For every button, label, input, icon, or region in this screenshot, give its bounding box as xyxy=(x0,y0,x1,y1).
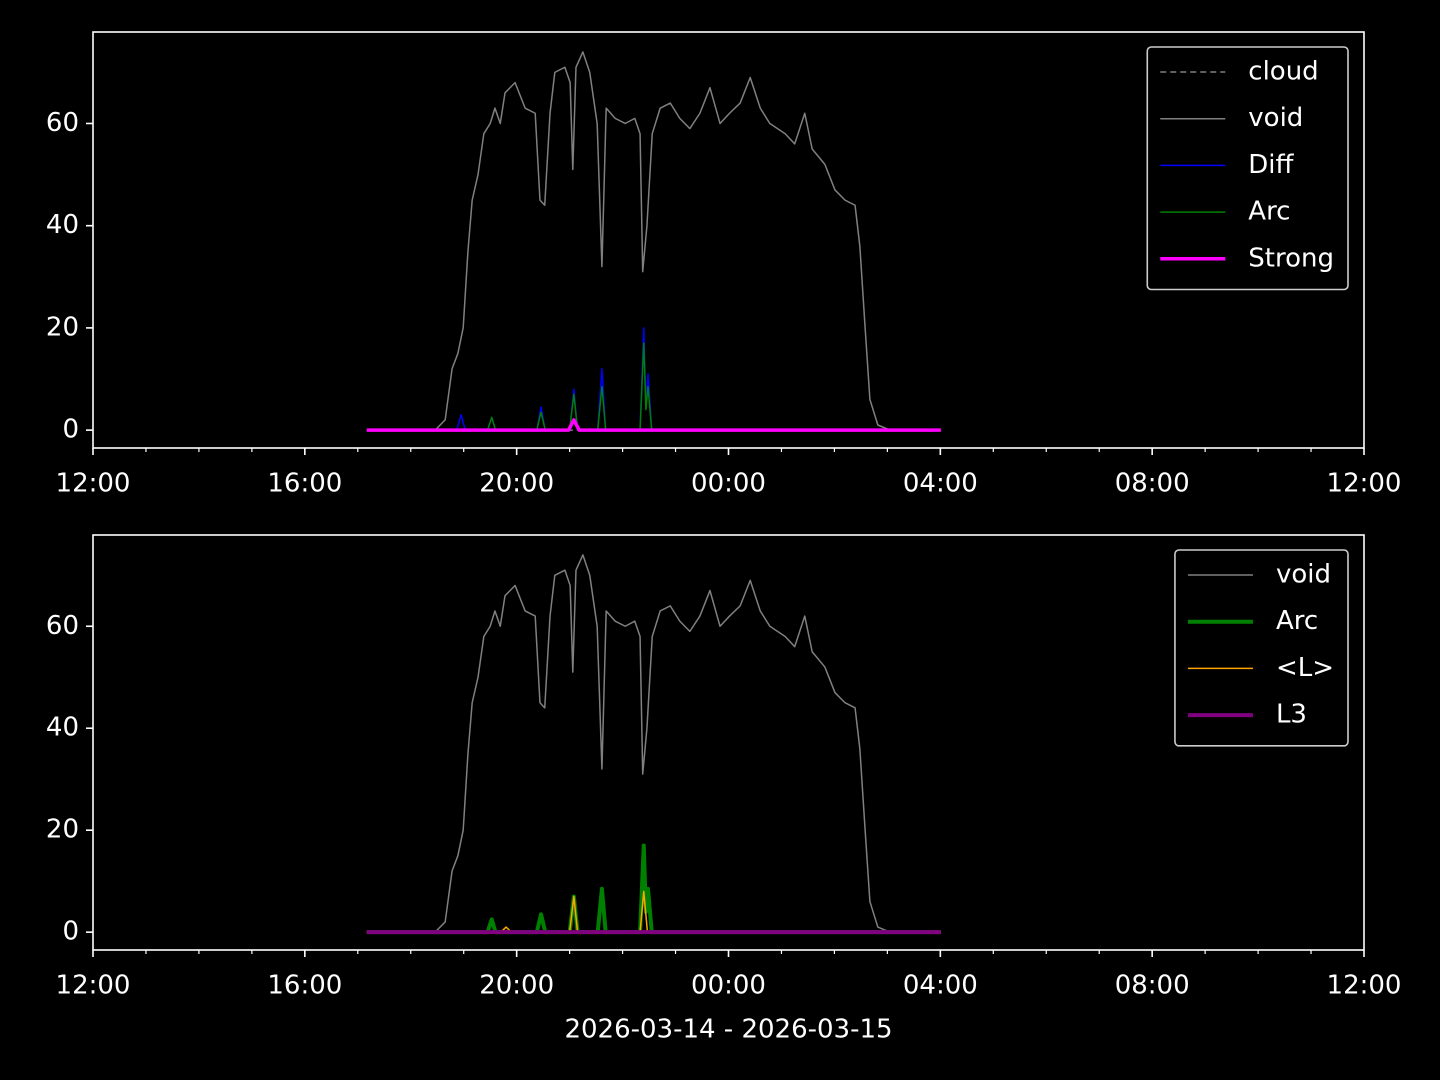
legend-label: <L> xyxy=(1276,653,1334,683)
x-tick-label: 00:00 xyxy=(691,469,766,499)
x-tick-label: 08:00 xyxy=(1115,469,1190,499)
legend-label: cloud xyxy=(1248,57,1318,87)
legend-label: Diff xyxy=(1248,150,1294,180)
x-tick-label: 16:00 xyxy=(267,469,342,499)
x-tick-label: 12:00 xyxy=(1327,971,1402,1001)
series-line xyxy=(366,51,941,431)
y-tick-label: 20 xyxy=(46,815,79,845)
series-line xyxy=(366,342,941,431)
legend: cloud void Diff Arc Strong xyxy=(1146,46,1349,291)
x-tick-label: 08:00 xyxy=(1115,971,1190,1001)
subplot: 0 20 40 60 12:00 16:00 20:00 00:00 04:00 08:00 12:… xyxy=(46,31,1402,499)
legend: void Arc <L> L3 xyxy=(1174,549,1349,747)
x-tick-label: 20:00 xyxy=(479,469,554,499)
legend-label: L3 xyxy=(1276,700,1307,730)
legend-label: void xyxy=(1276,560,1331,590)
series-line xyxy=(366,843,941,935)
legend-label: Arc xyxy=(1248,197,1290,227)
axes-frame xyxy=(92,534,1365,951)
x-axis-label: 2026-03-14 - 2026-03-15 xyxy=(564,1015,892,1045)
x-tick-label: 12:00 xyxy=(56,971,131,1001)
series-line xyxy=(366,890,941,933)
series-line xyxy=(366,554,941,933)
legend-label: Arc xyxy=(1276,606,1318,636)
x-tick-label: 04:00 xyxy=(903,469,978,499)
y-tick-label: 60 xyxy=(46,611,79,641)
y-tick-label: 40 xyxy=(46,713,79,743)
legend-label: void xyxy=(1248,103,1303,133)
series-line xyxy=(366,327,941,431)
legend-box xyxy=(1174,549,1349,747)
subplot: 0 20 40 60 12:00 16:00 20:00 00:00 04:00 08:00 12:… xyxy=(46,534,1402,1045)
y-tick-label: 60 xyxy=(46,108,79,138)
legend-label: Strong xyxy=(1248,243,1334,273)
legend-box xyxy=(1146,46,1349,291)
x-tick-label: 16:00 xyxy=(267,971,342,1001)
y-tick-label: 0 xyxy=(62,415,79,445)
y-tick-label: 20 xyxy=(46,312,79,342)
x-tick-label: 20:00 xyxy=(479,971,554,1001)
x-tick-label: 12:00 xyxy=(56,469,131,499)
y-tick-label: 0 xyxy=(62,917,79,947)
y-tick-label: 40 xyxy=(46,210,79,240)
x-tick-label: 00:00 xyxy=(691,971,766,1001)
x-tick-label: 04:00 xyxy=(903,971,978,1001)
series-line xyxy=(366,418,941,432)
x-tick-label: 12:00 xyxy=(1327,469,1402,499)
